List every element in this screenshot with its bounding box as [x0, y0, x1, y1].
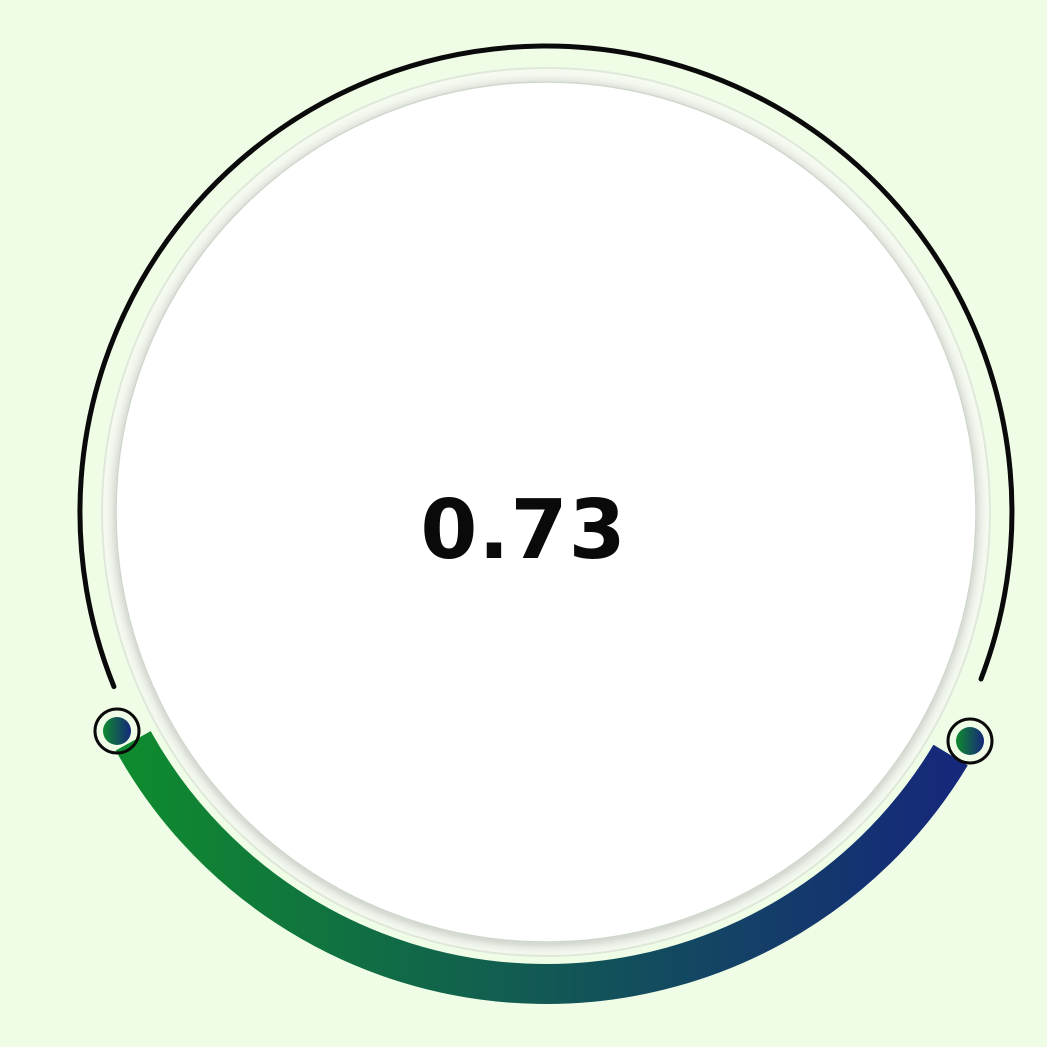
max-handle-ring: [946, 717, 994, 765]
outer-track-ring: [77, 43, 1015, 690]
value-readout: 0.73: [420, 483, 627, 578]
value-arc: [115, 731, 968, 1004]
max-handle-dot: [956, 727, 984, 755]
min-handle-dot: [103, 717, 131, 745]
knob-face: [115, 81, 977, 943]
min-handle-ring: [93, 707, 141, 755]
max-handle[interactable]: [946, 717, 994, 765]
min-handle[interactable]: [93, 707, 141, 755]
